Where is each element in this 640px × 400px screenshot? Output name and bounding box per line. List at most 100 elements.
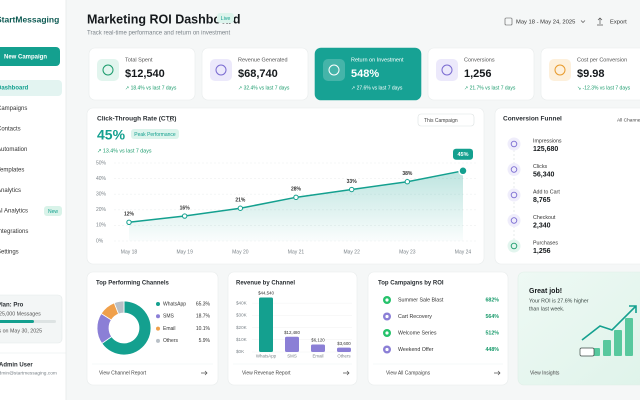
- x-tick-label: WhatsApp: [256, 354, 277, 359]
- peak-badge: [131, 129, 179, 139]
- funnel-icon: [507, 163, 521, 176]
- data-label: 45%: [457, 152, 468, 158]
- panel-title: Click-Through Rate (CTR): [97, 116, 176, 123]
- filter-label: This Campaign: [424, 118, 458, 124]
- kpi-label: Conversions: [464, 57, 495, 63]
- bar: [285, 336, 299, 352]
- kpi-icon-glyph: [328, 64, 340, 76]
- kpi-change: ↗ 18.4% vs last 7 days: [125, 85, 177, 91]
- campaign-icon-glyph: [385, 314, 389, 319]
- nav-item[interactable]: Dashboard: [0, 86, 29, 92]
- kpi-label: Total Spent: [125, 57, 153, 63]
- illustration-arrow: [581, 305, 637, 341]
- campaign-roi: 512%: [485, 330, 499, 336]
- campaign-icon-glyph: [385, 298, 389, 302]
- campaign-name: Welcome Series: [398, 330, 437, 336]
- panel-title: Top Performing Channels: [96, 281, 170, 287]
- x-tick-label: May 20: [232, 249, 249, 255]
- line-point: [237, 205, 244, 211]
- funnel-stage-value: 2,340: [533, 222, 551, 229]
- bar: [337, 347, 351, 352]
- panel: [86, 271, 219, 386]
- x-tick-label: SMS: [287, 354, 297, 359]
- nav-item[interactable]: Settings: [0, 250, 19, 256]
- line-point: [348, 186, 355, 193]
- campaign-roi: 448%: [485, 347, 499, 353]
- funnel-stage-name: Purchases: [533, 240, 558, 246]
- data-label: $44,540: [258, 291, 274, 296]
- kpi-icon: [323, 59, 345, 81]
- panel-title: Revenue by Channel: [236, 281, 295, 287]
- date-range[interactable]: May 18 - May 24, 2025: [516, 20, 575, 26]
- x-tick-label: May 19: [176, 249, 193, 255]
- data-label: 21%: [235, 198, 246, 204]
- funnel-icon: [507, 239, 521, 253]
- line-point: [181, 213, 188, 219]
- funnel-icon-glyph: [510, 242, 518, 250]
- kpi-icon: [436, 59, 458, 81]
- panel: [227, 271, 358, 386]
- nav-item[interactable]: AI Analytics: [0, 209, 28, 215]
- y-tick-label: $10K: [236, 337, 248, 342]
- legend-value: 18.7%: [196, 314, 211, 320]
- y-tick-label: $20K: [236, 325, 248, 330]
- kpi-icon-glyph: [215, 64, 227, 76]
- funnel-icon-glyph: [510, 166, 518, 173]
- y-tick-label: 20%: [96, 207, 107, 213]
- kpi-change: ↗ 32.4% vs last 7 days: [238, 85, 290, 91]
- y-tick-label: $40K: [236, 300, 248, 305]
- x-tick-label: May 24: [455, 249, 472, 255]
- nav-item[interactable]: Automation: [0, 147, 27, 153]
- campaign-name: Cart Recovery: [398, 314, 432, 320]
- funnel-stage-value: 8,765: [533, 197, 551, 204]
- kpi-label: Revenue Generated: [238, 57, 288, 63]
- page-title: Marketing ROI Dashboard: [87, 12, 241, 26]
- data-label: 28%: [291, 187, 302, 193]
- nav-item[interactable]: Contacts: [0, 127, 21, 133]
- nav-item[interactable]: Templates: [0, 168, 24, 174]
- nav-item[interactable]: Integrations: [0, 229, 28, 235]
- nav-item[interactable]: Analytics: [0, 188, 21, 194]
- line-point: [126, 219, 132, 225]
- funnel-icon: [507, 214, 521, 227]
- new-badge: [44, 206, 62, 216]
- illustration-cart: [579, 347, 595, 357]
- funnel-icon-glyph: [510, 217, 518, 224]
- panel-title: Conversion Funnel: [503, 116, 562, 123]
- legend-label: Others: [163, 338, 179, 344]
- nav-item[interactable]: Campaigns: [0, 106, 27, 112]
- kpi-icon-glyph: [441, 64, 453, 76]
- export-button[interactable]: Export: [610, 20, 627, 26]
- data-label: 33%: [347, 179, 358, 185]
- bar: [259, 297, 273, 352]
- kpi-card: [314, 47, 422, 101]
- panel-link[interactable]: View Channel Report: [99, 370, 147, 376]
- kpi-value: $9.98: [577, 68, 605, 80]
- insight-title: Great job!: [529, 288, 562, 295]
- insight-card: [517, 271, 640, 386]
- kpi-change: ↗ 21.7% vs last 7 days: [464, 85, 516, 91]
- funnel-stage-name: Impressions: [533, 138, 562, 144]
- export-icon: [597, 17, 603, 26]
- legend-label: SMS: [163, 314, 175, 320]
- new-campaign-button[interactable]: [0, 47, 60, 66]
- illustration-bar: [614, 330, 622, 356]
- plan-box: [0, 294, 63, 344]
- plan-progress-fill: [0, 320, 34, 323]
- line-point: [404, 179, 411, 185]
- chevron: [580, 20, 586, 23]
- x-tick-label: May 21: [288, 249, 305, 255]
- panel-link[interactable]: View All Campaigns: [386, 370, 431, 376]
- y-tick-label: 30%: [96, 192, 107, 198]
- y-tick-label: 40%: [96, 176, 107, 182]
- new-badge-label: New: [48, 209, 58, 215]
- filter-dropdown[interactable]: [417, 113, 475, 127]
- panel-link[interactable]: View Revenue Report: [242, 370, 291, 376]
- y-tick-label: $30K: [236, 313, 248, 318]
- legend-dot: [156, 314, 160, 319]
- ctr-change: ↗ 13.4% vs last 7 days: [97, 148, 152, 154]
- funnel-stage-name: Clicks: [533, 164, 547, 170]
- panel-link[interactable]: View Insights: [530, 370, 560, 376]
- brand: StartMessaging: [0, 14, 59, 24]
